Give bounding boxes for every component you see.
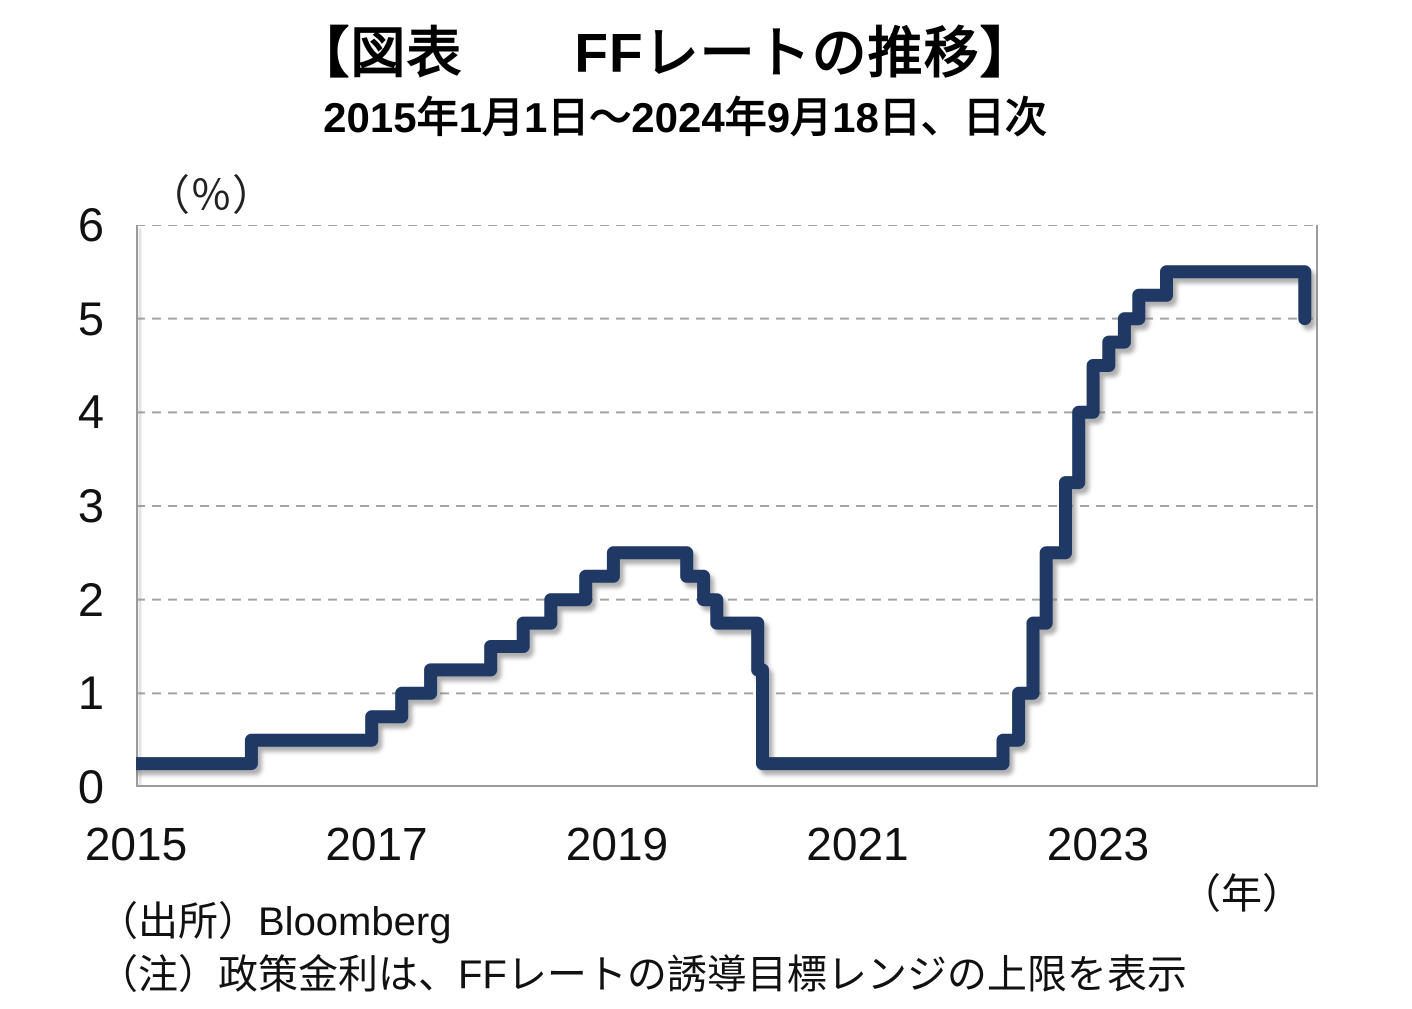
y-axis-unit-label: （％） xyxy=(148,172,275,219)
y-axis-tick-label: 1 xyxy=(77,666,104,720)
chart-title: 【図表 FFレートの推移】 xyxy=(294,22,1036,84)
y-axis-tick-label: 4 xyxy=(77,385,104,439)
y-axis-tick-label: 5 xyxy=(77,291,104,345)
y-axis-tick-label: 6 xyxy=(77,198,104,251)
y-axis-tick-label: 2 xyxy=(77,572,104,626)
x-axis-tick-label: 2021 xyxy=(806,818,909,870)
x-axis-tick-label: 2019 xyxy=(565,818,669,870)
x-axis-tick-label: 2015 xyxy=(84,818,188,870)
y-axis-tick-label: 0 xyxy=(77,760,104,813)
chart-subtitle: 2015年1月1日～2024年9月18日、日次 xyxy=(323,94,1047,141)
x-axis-tick-label: 2017 xyxy=(325,818,428,870)
chart-canvas xyxy=(136,225,1318,787)
x-axis-tick-label: 2023 xyxy=(1046,818,1150,870)
method-note: （注）政策金利は、FFレートの誘導目標レンジの上限を表示 xyxy=(98,953,1187,997)
x-axis-unit-label: （年） xyxy=(1180,871,1303,917)
source-note: （出所）Bloomberg xyxy=(98,900,452,944)
y-axis-tick-label: 3 xyxy=(77,479,104,532)
